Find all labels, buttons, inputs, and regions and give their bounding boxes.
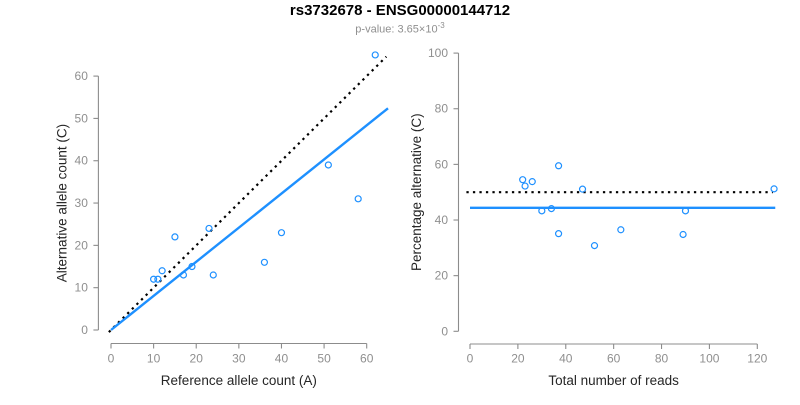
- data-point: [770, 185, 778, 193]
- y-axis-title: Percentage alternative (C): [409, 113, 424, 271]
- x-tick-label: 60: [607, 352, 621, 366]
- data-point: [578, 185, 587, 193]
- identity-line: [108, 55, 388, 333]
- p-value-subtitle: p-value: 3.65×10-3: [0, 21, 800, 36]
- data-point: [354, 195, 362, 203]
- x-tick-label: 40: [559, 352, 573, 366]
- data-point: [188, 262, 196, 271]
- y-tick-label: 60: [435, 157, 449, 171]
- data-point: [547, 205, 556, 213]
- x-tick-label: 20: [190, 352, 204, 366]
- x-tick-label: 60: [360, 352, 374, 366]
- y-tick-label: 0: [441, 324, 448, 338]
- data-point: [179, 271, 188, 279]
- y-tick-label: 100: [428, 46, 448, 60]
- data-point: [205, 224, 213, 233]
- x-tick-label: 30: [232, 352, 246, 366]
- panel-percentage_vs_reads_scatter: 0 20 40 60 80 100 120 0 20 40 60 80 100 Total number …: [409, 46, 778, 388]
- data-point: [371, 51, 379, 59]
- page-title: rs3732678 - ENSG00000144712: [289, 2, 511, 19]
- y-tick-label: 40: [435, 213, 449, 227]
- fit-line: [110, 107, 389, 331]
- x-tick-label: 10: [147, 352, 161, 366]
- y-tick-label: 80: [435, 102, 449, 116]
- data-point: [209, 271, 217, 279]
- data-point: [554, 230, 563, 238]
- x-tick-label: 20: [511, 352, 525, 366]
- y-tick-label: 20: [75, 238, 89, 252]
- y-axis-title: Alternative allele count (C): [55, 124, 70, 282]
- data-point: [260, 258, 269, 266]
- data-point: [150, 275, 158, 283]
- y-tick-label: 40: [75, 154, 89, 168]
- data-point: [158, 267, 166, 275]
- x-tick-label: 120: [747, 352, 767, 366]
- y-tick-label: 0: [81, 323, 88, 337]
- x-axis-title: Total number of reads: [548, 373, 679, 388]
- panel-allele_counts_scatter: 0 10 20 30 40 50 60 0 10 20 30 40 50 60 Reference alle…: [55, 51, 389, 388]
- data-point: [324, 161, 332, 169]
- x-axis-title: Reference allele count (A): [161, 373, 317, 388]
- data-point: [679, 230, 687, 239]
- y-tick-label: 20: [435, 269, 449, 283]
- data-point: [171, 233, 179, 241]
- y-tick-label: 30: [75, 196, 89, 210]
- data-point: [521, 182, 529, 190]
- p-value-exponent: -3: [437, 21, 445, 30]
- x-tick-label: 0: [467, 352, 474, 366]
- x-tick-label: 0: [108, 352, 115, 366]
- y-tick-label: 50: [75, 111, 89, 125]
- data-point: [538, 207, 546, 215]
- data-point: [590, 242, 599, 250]
- data-point: [277, 229, 286, 237]
- y-tick-label: 10: [75, 281, 89, 295]
- data-point: [554, 162, 563, 170]
- x-tick-label: 50: [317, 352, 331, 366]
- x-tick-label: 100: [699, 352, 719, 366]
- data-point: [154, 275, 162, 283]
- data-point: [681, 207, 690, 215]
- data-point: [519, 176, 527, 184]
- x-tick-label: 40: [275, 352, 289, 366]
- y-tick-label: 60: [75, 69, 89, 83]
- data-point: [617, 226, 625, 234]
- x-tick-label: 80: [655, 352, 669, 366]
- data-point: [528, 178, 536, 186]
- p-value-text: p-value: 3.65×10: [355, 23, 438, 36]
